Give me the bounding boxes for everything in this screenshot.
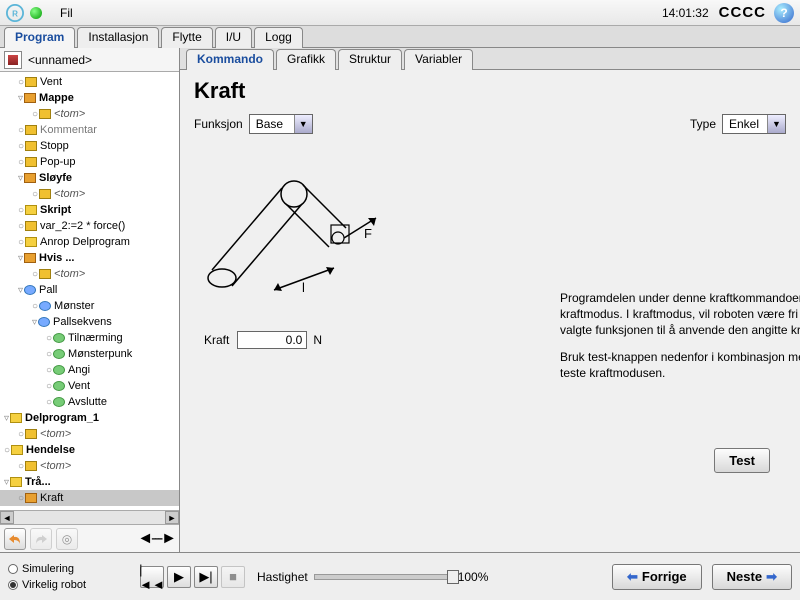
kraft-label: Kraft — [204, 333, 229, 347]
globe-icon — [30, 7, 42, 19]
ur-logo: R — [6, 4, 24, 22]
tree-item[interactable]: ○Anrop Delprogram — [0, 234, 179, 250]
step-button[interactable]: ▶| — [194, 566, 218, 588]
speed-slider[interactable] — [314, 574, 454, 580]
tree-item[interactable]: ○Kommentar — [0, 122, 179, 138]
tree-item[interactable]: ○Angi — [0, 362, 179, 378]
real-radio[interactable] — [8, 580, 18, 590]
subtab-grafikk[interactable]: Grafikk — [276, 49, 336, 70]
tree-item[interactable]: ▿Pallsekvens — [0, 314, 179, 330]
tree-panel: <unnamed> ○Vent▿Mappe○<tom>○Kommentar○St… — [0, 48, 180, 552]
tree-item[interactable]: ▿Pall — [0, 282, 179, 298]
panel-title: Kraft — [194, 78, 786, 104]
subtab-struktur[interactable]: Struktur — [338, 49, 402, 70]
next-label: Neste — [727, 569, 762, 584]
svg-text:R: R — [12, 9, 18, 18]
tree-item[interactable]: ○Mønster — [0, 298, 179, 314]
slider-thumb[interactable] — [447, 570, 459, 584]
undo-button[interactable] — [4, 528, 26, 550]
tree-item[interactable]: ○Stopp — [0, 138, 179, 154]
funksjon-value: Base — [250, 117, 294, 131]
tree-item[interactable]: ▿Mappe — [0, 90, 179, 106]
tree-item[interactable]: ○<tom> — [0, 186, 179, 202]
svg-text:F: F — [364, 226, 372, 241]
move-handle[interactable]: ◄---► — [137, 530, 175, 548]
kraft-input[interactable] — [237, 331, 307, 349]
desc-para-2: Bruk test-knappen nedenfor i kombinasjon… — [560, 349, 800, 381]
force-diagram: F l — [204, 170, 414, 310]
prev-label: Forrige — [642, 569, 687, 584]
tab-logg[interactable]: Logg — [254, 27, 303, 48]
status-cccc: CCCC — [719, 4, 766, 21]
type-label: Type — [690, 117, 716, 131]
tree-item[interactable]: ○Kraft — [0, 490, 179, 506]
disk-icon[interactable] — [4, 51, 22, 69]
tree-item[interactable]: ○<tom> — [0, 106, 179, 122]
play-button[interactable]: ▶ — [167, 566, 191, 588]
desc-para-1: Programdelen under denne kraftkommandoen… — [560, 290, 800, 339]
speed-label: Hastighet — [257, 570, 308, 584]
real-label: Virkelig robot — [22, 579, 86, 591]
clock: 14:01:32 — [662, 6, 709, 20]
sim-label: Simulering — [22, 563, 74, 575]
type-value: Enkel — [723, 117, 767, 131]
scroll-track[interactable] — [14, 511, 165, 524]
tree-item[interactable]: ○Tilnærming — [0, 330, 179, 346]
tree-item[interactable]: ○Vent — [0, 74, 179, 90]
tree-item[interactable]: ▿Trå... — [0, 474, 179, 490]
tree-item[interactable]: ▿Hvis ... — [0, 250, 179, 266]
main-tabs: ProgramInstallasjonFlytteI/ULogg — [0, 26, 800, 48]
menu-fil[interactable]: Fil — [52, 4, 81, 22]
tab-program[interactable]: Program — [4, 27, 75, 48]
menubar: R Fil 14:01:32 CCCC ? — [0, 0, 800, 26]
type-select[interactable]: Enkel ▼ — [722, 114, 786, 134]
right-panel: KommandoGrafikkStrukturVariabler Kraft F… — [180, 48, 800, 552]
tree-item[interactable]: ○<tom> — [0, 458, 179, 474]
sim-radio[interactable] — [8, 564, 18, 574]
tree-header: <unnamed> — [0, 48, 179, 72]
speed-value: 100% — [458, 570, 489, 584]
help-button[interactable]: ? — [774, 3, 794, 23]
tab-flytte[interactable]: Flytte — [161, 27, 212, 48]
tree-item[interactable]: ▿Sløyfe — [0, 170, 179, 186]
svg-text:l: l — [302, 280, 305, 295]
tree-item[interactable]: ○Skript — [0, 202, 179, 218]
rewind-button[interactable]: |◄◄ — [140, 566, 164, 588]
redo-button[interactable] — [30, 528, 52, 550]
tree-item[interactable]: ○Mønsterpunk — [0, 346, 179, 362]
funksjon-label: Funksjon — [194, 117, 243, 131]
test-button[interactable]: Test — [714, 448, 770, 473]
tree-item[interactable]: ○<tom> — [0, 266, 179, 282]
tree-item[interactable]: ▿Delprogram_1 — [0, 410, 179, 426]
chevron-down-icon[interactable]: ▼ — [294, 115, 312, 133]
tree-hscroll[interactable]: ◄ ► — [0, 510, 179, 524]
scroll-right[interactable]: ► — [165, 511, 179, 524]
description: Programdelen under denne kraftkommandoen… — [560, 290, 800, 391]
tree-item[interactable]: ○Avslutte — [0, 394, 179, 410]
subtab-variabler[interactable]: Variabler — [404, 49, 473, 70]
tree-item[interactable]: ○Hendelse — [0, 442, 179, 458]
sub-tabs: KommandoGrafikkStrukturVariabler — [180, 48, 800, 70]
tree-item[interactable]: ○var_2:=2 * force() — [0, 218, 179, 234]
target-button[interactable]: ◎ — [56, 528, 78, 550]
transport: |◄◄ ▶ ▶| ■ — [140, 566, 245, 588]
program-tree[interactable]: ○Vent▿Mappe○<tom>○Kommentar○Stopp○Pop-up… — [0, 72, 179, 510]
tree-item[interactable]: ○Vent — [0, 378, 179, 394]
tree-item[interactable]: ○Pop-up — [0, 154, 179, 170]
command-panel: Kraft Funksjon Base ▼ Type Enkel ▼ — [180, 70, 800, 552]
tree-item[interactable]: ○<tom> — [0, 426, 179, 442]
next-button[interactable]: Neste➡ — [712, 564, 792, 590]
footer: Simulering Virkelig robot |◄◄ ▶ ▶| ■ Has… — [0, 552, 800, 600]
scroll-left[interactable]: ◄ — [0, 511, 14, 524]
stop-button[interactable]: ■ — [221, 566, 245, 588]
tab-installasjon[interactable]: Installasjon — [77, 27, 159, 48]
prev-button[interactable]: ⬅Forrige — [612, 564, 702, 590]
program-name: <unnamed> — [28, 53, 92, 67]
chevron-down-icon[interactable]: ▼ — [767, 115, 785, 133]
tree-tools: ◎ ◄---► — [0, 524, 179, 552]
tab-i/u[interactable]: I/U — [215, 27, 252, 48]
subtab-kommando[interactable]: Kommando — [186, 49, 274, 70]
funksjon-select[interactable]: Base ▼ — [249, 114, 313, 134]
kraft-unit: N — [313, 333, 322, 347]
